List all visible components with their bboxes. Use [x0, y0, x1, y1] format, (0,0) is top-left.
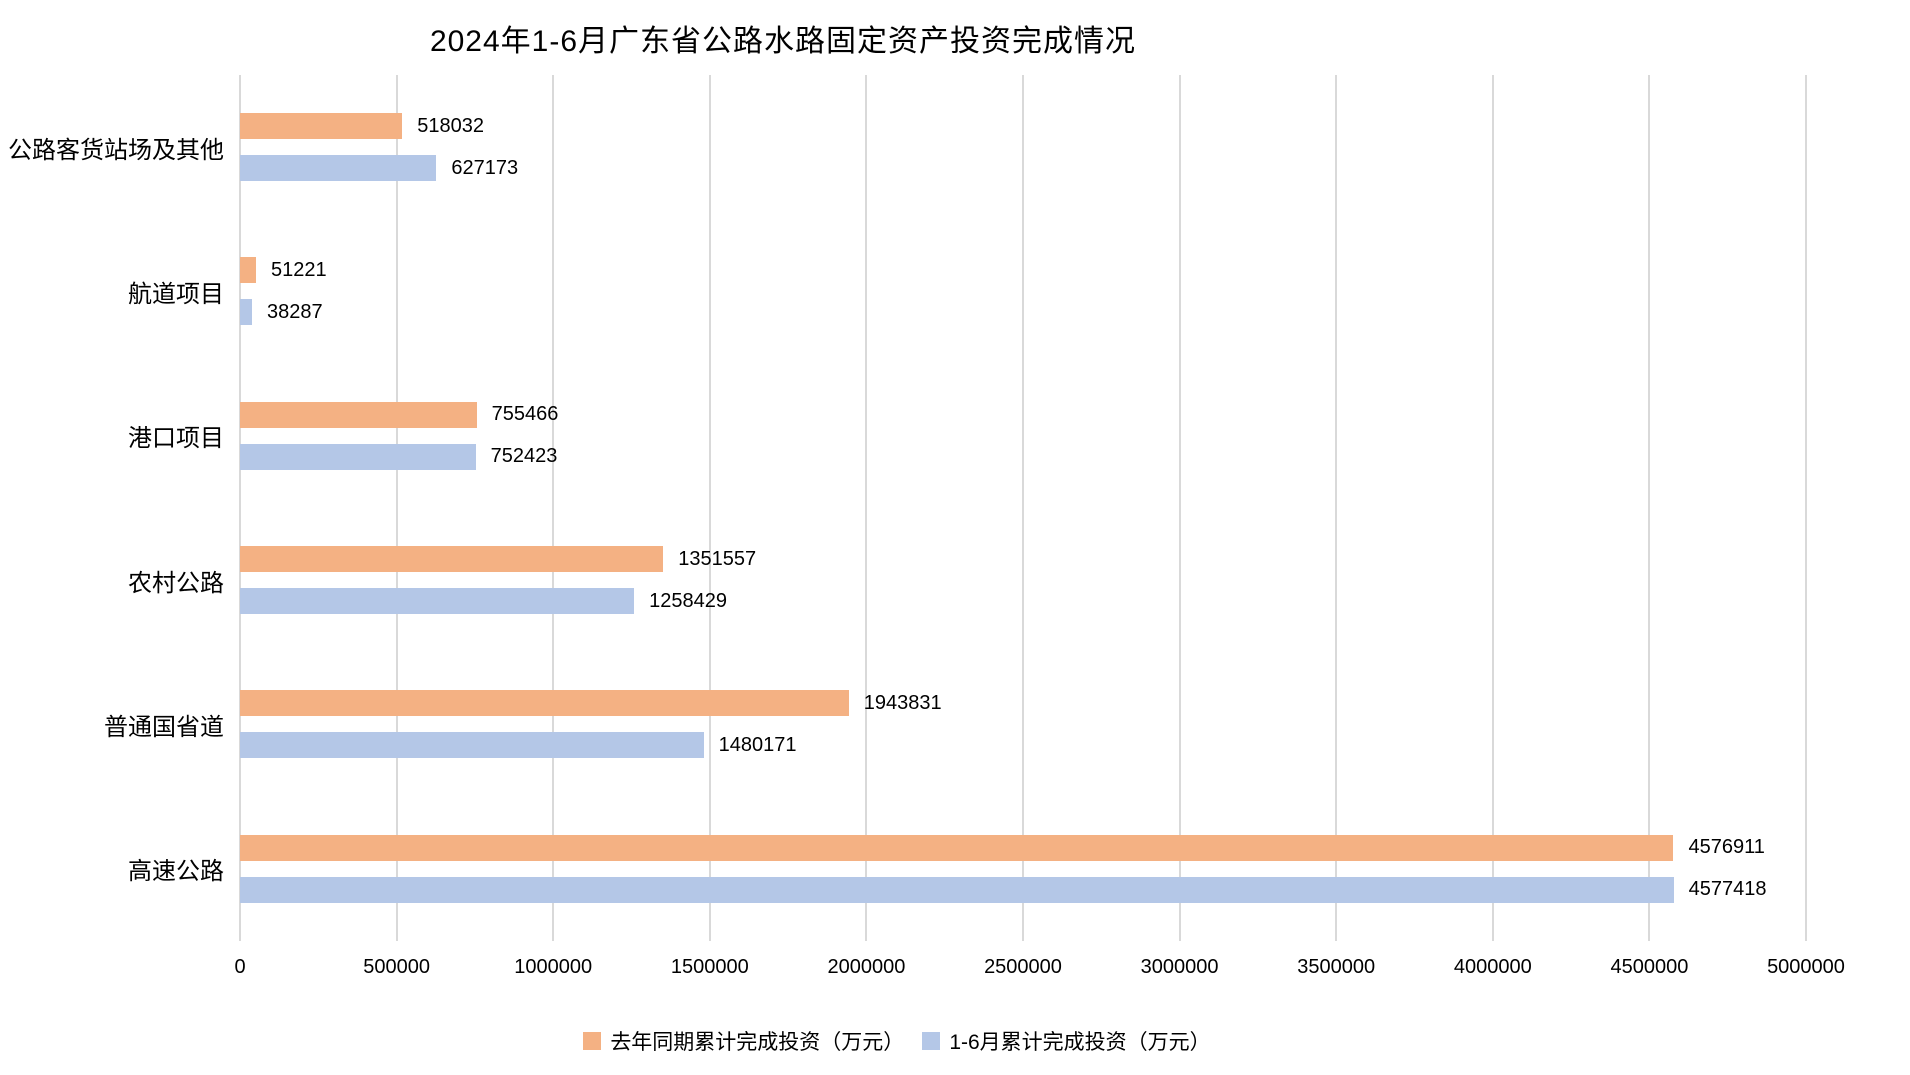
- bar-row: 1943831: [240, 690, 1806, 717]
- x-tick-label: 1000000: [514, 956, 593, 978]
- legend-item: 去年同期累计完成投资（万元）: [583, 1026, 904, 1056]
- bar-group: 1351557 1258429: [240, 508, 1806, 652]
- bar-row: 51221: [240, 257, 1806, 284]
- legend: 去年同期累计完成投资（万元） 1-6月累计完成投资（万元）: [0, 1026, 1794, 1056]
- gridline: [1178, 75, 1181, 941]
- category-label: 公路客货站场及其他: [8, 136, 224, 164]
- x-tick-label: 2500000: [984, 956, 1062, 978]
- bar-row: 4576911: [240, 834, 1806, 861]
- bar-current-period: [240, 299, 252, 326]
- bar-row: 1351557: [240, 546, 1806, 573]
- category-label: 港口项目: [128, 425, 224, 453]
- bar-prev-year: [240, 401, 477, 428]
- x-tick-label: 4500000: [1610, 956, 1689, 978]
- bar-current-period: [240, 732, 704, 759]
- y-axis-line: [239, 75, 241, 941]
- bar-value-label: 755466: [491, 403, 559, 426]
- bar-row: 4577418: [240, 876, 1806, 903]
- gridline: [552, 75, 555, 941]
- bar-current-period: [240, 443, 476, 470]
- x-tick-label: 4000000: [1453, 956, 1532, 978]
- gridline: [865, 75, 868, 941]
- gridline: [1805, 75, 1807, 941]
- bar-current-period: [240, 155, 437, 182]
- gridline: [1022, 75, 1024, 941]
- bar-value-label: 627173: [451, 156, 519, 179]
- bar-row: 1480171: [240, 732, 1806, 759]
- bar-row: 518032: [240, 113, 1806, 140]
- bar-prev-year: [240, 257, 257, 284]
- bar-prev-year: [240, 834, 1674, 861]
- legend-swatch-icon: [922, 1032, 941, 1050]
- bar-group: 518032 627173: [240, 75, 1806, 219]
- bar-prev-year: [240, 690, 849, 717]
- bar-prev-year: [240, 113, 403, 140]
- chart-title: 2024年1-6月广东省公路水路固定资产投资完成情况: [429, 25, 1137, 58]
- bar-row: 38287: [240, 299, 1806, 326]
- bar-row: 755466: [240, 401, 1806, 428]
- x-tick-label: 3500000: [1297, 956, 1376, 978]
- plot-area: 518032 627173 51221 38287 755466 752423 135155…: [239, 75, 1807, 941]
- bar-value-label: 518032: [417, 114, 484, 137]
- gridline: [395, 75, 398, 941]
- bar-current-period: [240, 876, 1674, 903]
- x-axis: 0 500000 1000000 1500000 2000000 2500000 30000…: [234, 956, 1845, 986]
- x-tick-label: 1500000: [670, 956, 749, 978]
- bar-value-label: 1258429: [649, 589, 727, 612]
- category-label: 农村公路: [128, 569, 224, 597]
- bar-value-label: 1351557: [678, 547, 757, 570]
- bar-value-label: 51221: [271, 258, 327, 281]
- bar-row: 627173: [240, 155, 1806, 182]
- legend-label: 去年同期累计完成投资（万元）: [610, 1031, 905, 1054]
- gridline: [1335, 75, 1338, 941]
- category-label: 高速公路: [128, 858, 224, 886]
- x-tick-label: 5000000: [1767, 956, 1845, 978]
- x-tick-label: 3000000: [1140, 956, 1219, 978]
- x-tick-label: 500000: [363, 956, 430, 978]
- legend-item: 1-6月累计完成投资（万元）: [922, 1026, 1211, 1056]
- bar-value-label: 1943831: [863, 691, 942, 714]
- bar-value-label: 752423: [490, 445, 558, 468]
- bar-group: 51221 38287: [240, 219, 1806, 363]
- bar-value-label: 38287: [266, 300, 323, 323]
- bar-group: 755466 752423: [240, 364, 1806, 508]
- x-tick-label: 0: [234, 956, 246, 978]
- bar-prev-year: [240, 546, 664, 573]
- category-label: 航道项目: [128, 280, 224, 308]
- legend-label: 1-6月累计完成投资（万元）: [949, 1031, 1211, 1054]
- bar-row: 1258429: [240, 588, 1806, 615]
- bar-value-label: 4576911: [1688, 836, 1765, 859]
- gridline: [1648, 75, 1651, 941]
- bar-value-label: 4577418: [1688, 878, 1767, 901]
- bar-current-period: [240, 588, 635, 615]
- y-axis-labels: 公路客货站场及其他航道项目港口项目农村公路普通国省道高速公路: [0, 75, 224, 941]
- gridline: [1491, 75, 1494, 941]
- x-tick-label: 2000000: [827, 956, 906, 978]
- bar-group: 1943831 1480171: [240, 652, 1806, 796]
- bar-group: 4576911 4577418: [240, 797, 1806, 941]
- gridline: [708, 75, 711, 941]
- legend-swatch-icon: [583, 1032, 602, 1050]
- bar-row: 752423: [240, 443, 1806, 470]
- bar-value-label: 1480171: [718, 733, 797, 756]
- category-label: 普通国省道: [104, 713, 224, 741]
